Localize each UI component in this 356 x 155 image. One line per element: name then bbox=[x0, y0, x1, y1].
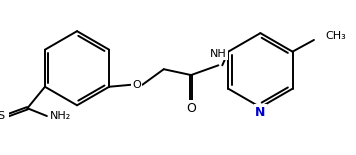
Text: O: O bbox=[132, 80, 141, 90]
Text: NH: NH bbox=[210, 49, 227, 59]
Text: O: O bbox=[186, 102, 196, 115]
Text: S: S bbox=[0, 111, 5, 121]
Text: NH₂: NH₂ bbox=[50, 111, 71, 121]
Text: CH₃: CH₃ bbox=[326, 31, 346, 41]
Text: N: N bbox=[255, 106, 266, 119]
